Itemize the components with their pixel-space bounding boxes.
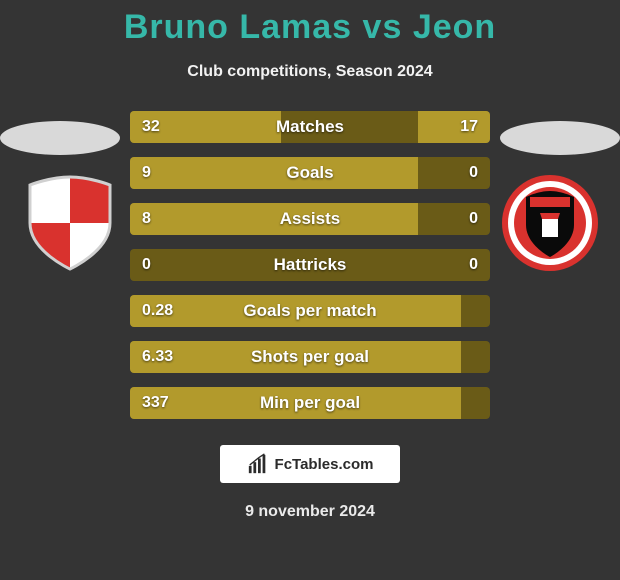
stat-label: Min per goal [130, 387, 490, 419]
fctables-logo: FcTables.com [220, 445, 400, 483]
logo-text: FcTables.com [275, 456, 374, 473]
stat-label: Goals [130, 157, 490, 189]
date-text: 9 november 2024 [0, 503, 620, 521]
stat-label: Assists [130, 203, 490, 235]
stat-label: Shots per goal [130, 341, 490, 373]
stat-row: 337Min per goal [130, 387, 490, 419]
bar-chart-icon [247, 453, 269, 475]
vs-text: vs [363, 8, 403, 46]
stat-label: Goals per match [130, 295, 490, 327]
stat-row: 80Assists [130, 203, 490, 235]
stat-row: 00Hattricks [130, 249, 490, 281]
stat-row: 0.28Goals per match [130, 295, 490, 327]
stat-label: Matches [130, 111, 490, 143]
comparison-title: Bruno Lamas vs Jeon [0, 0, 620, 47]
subtitle: Club competitions, Season 2024 [0, 63, 620, 81]
player2-name: Jeon [413, 8, 496, 46]
stat-row: 90Goals [130, 157, 490, 189]
stat-bars: 3217Matches 90Goals 80Assists 00Hattricks 0.… [130, 111, 490, 419]
stat-label: Hattricks [130, 249, 490, 281]
player1-ellipse [0, 121, 120, 155]
stat-row: 3217Matches [130, 111, 490, 143]
comparison-content: 3217Matches 90Goals 80Assists 00Hattricks 0.… [0, 111, 620, 419]
player2-ellipse [500, 121, 620, 155]
player2-club-shield-icon [500, 173, 600, 273]
player1-club-shield-icon [20, 173, 120, 273]
stat-row: 6.33Shots per goal [130, 341, 490, 373]
player1-name: Bruno Lamas [124, 8, 352, 46]
